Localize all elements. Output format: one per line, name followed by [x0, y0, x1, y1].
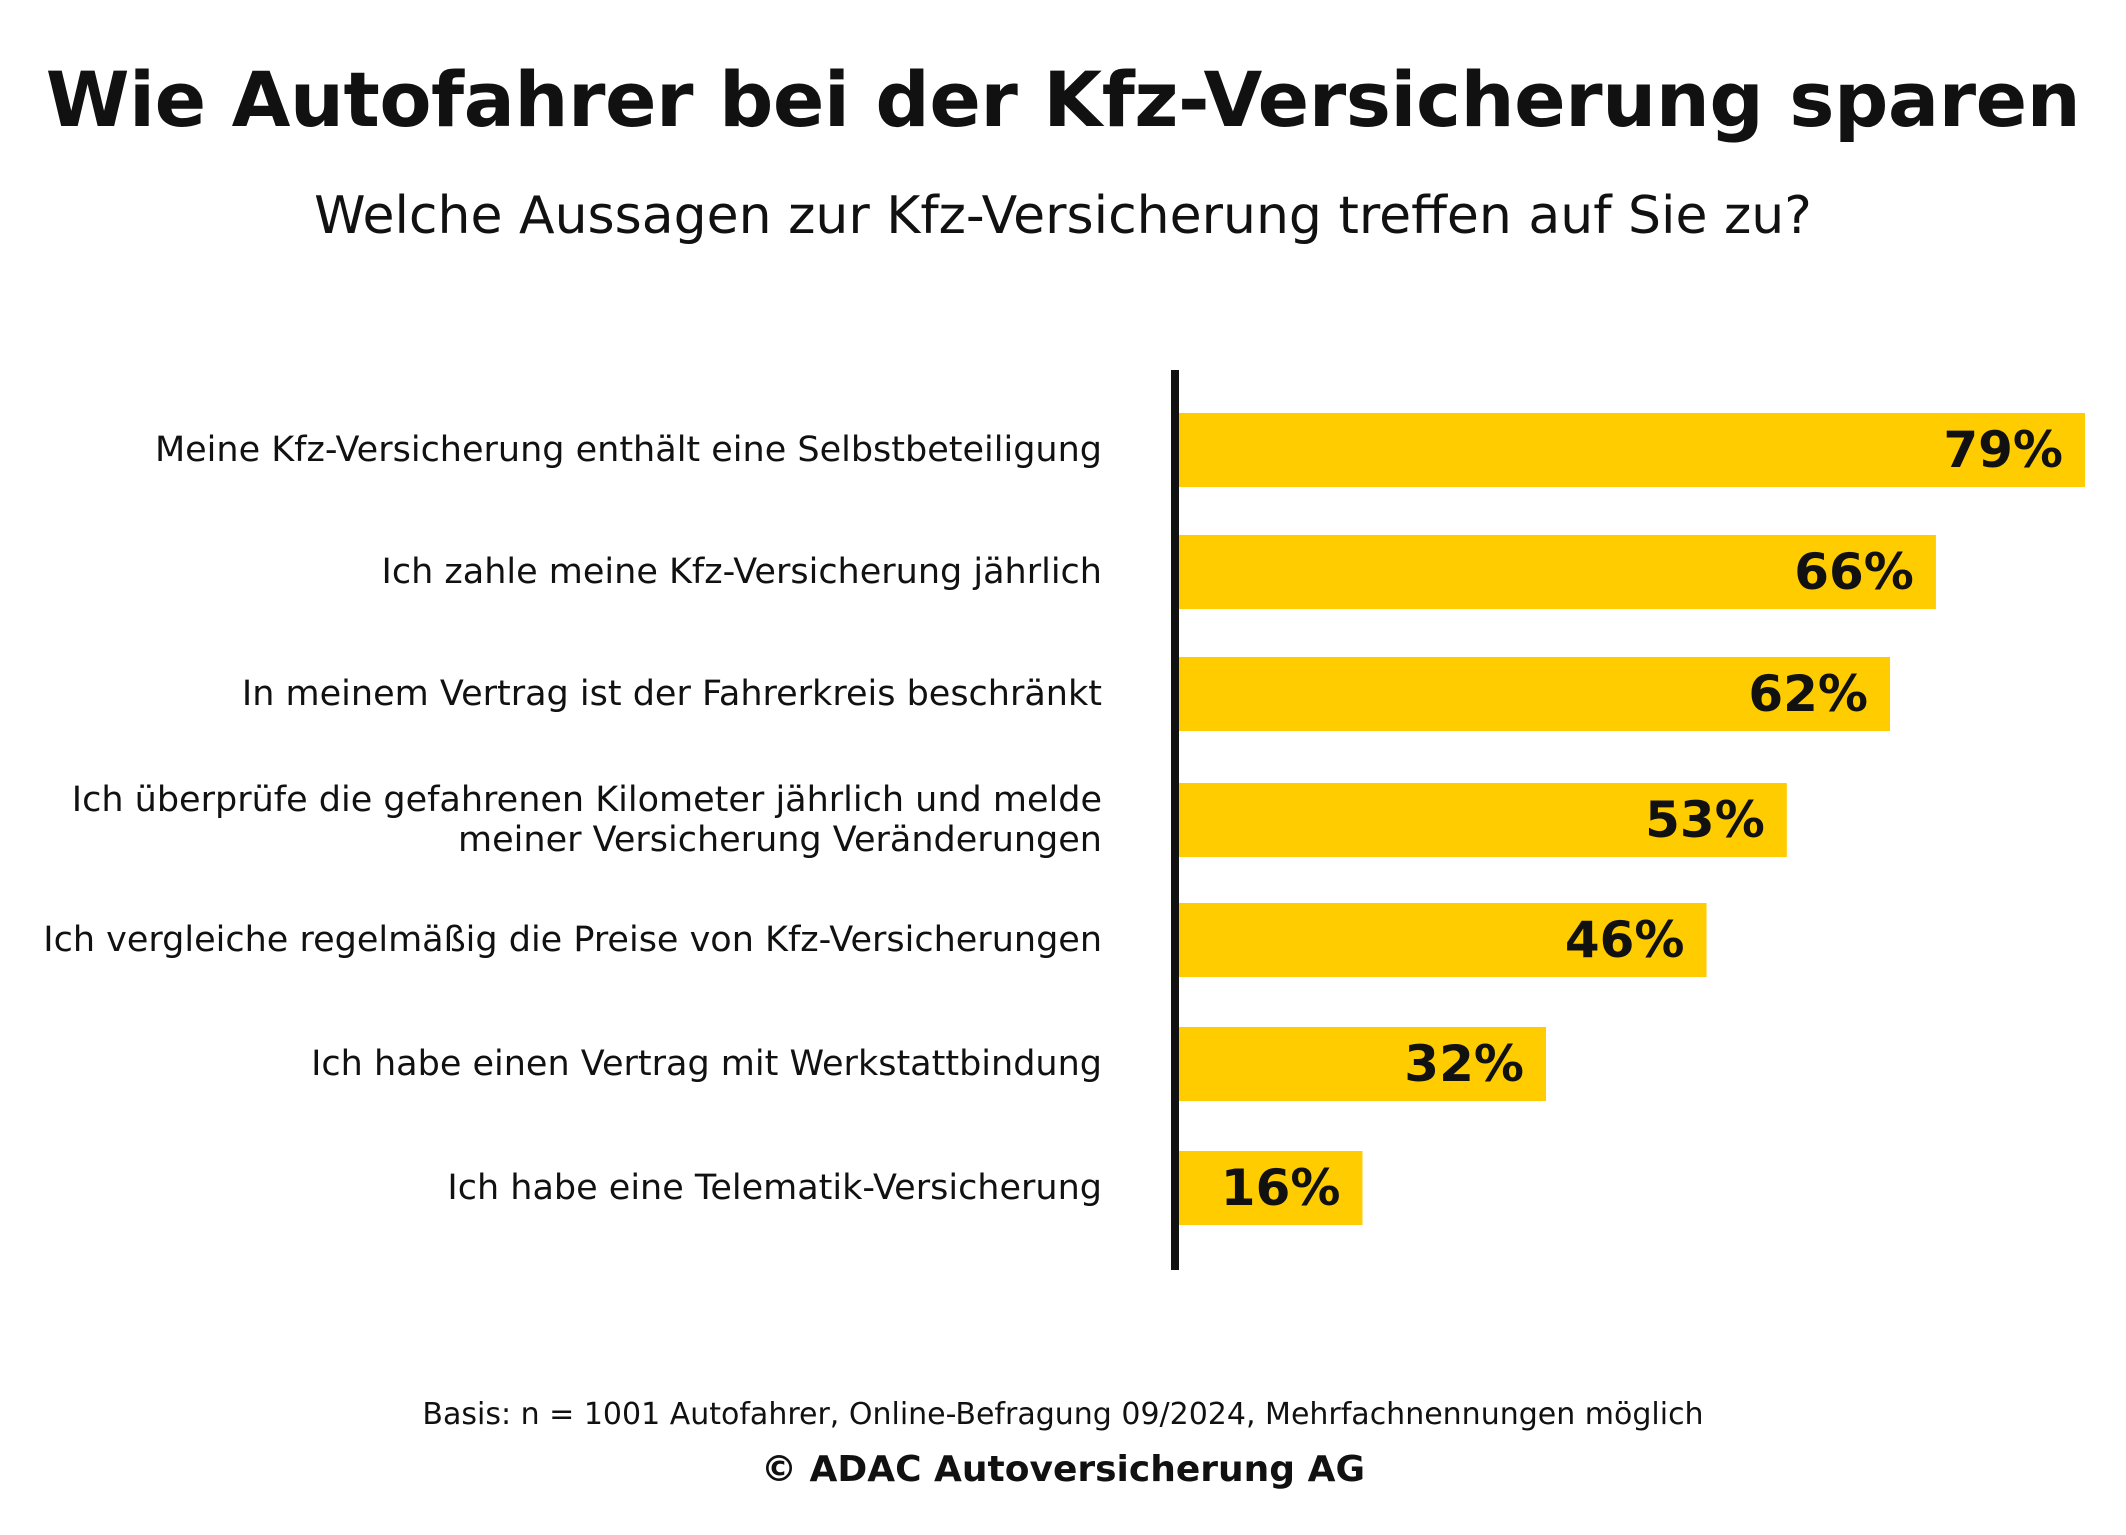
- category-label: In meinem Vertrag ist der Fahrerkreis be…: [242, 674, 1102, 714]
- bar: [1179, 413, 2085, 487]
- category-label: Ich zahle meine Kfz-Versicherung jährlic…: [382, 552, 1102, 592]
- category-label: Ich vergleiche regelmäßig die Preise von…: [43, 920, 1102, 960]
- category-label: meiner Versicherung Veränderungen: [458, 820, 1102, 860]
- chart-subtitle: Welche Aussagen zur Kfz-Versicherung tre…: [314, 186, 1812, 246]
- bar-value-label: 79%: [1943, 421, 2063, 479]
- category-label: Ich habe eine Telematik-Versicherung: [447, 1168, 1102, 1208]
- category-label: Ich habe einen Vertrag mit Werkstattbind…: [311, 1044, 1102, 1084]
- bar-value-label: 46%: [1565, 911, 1685, 969]
- bar-value-label: 66%: [1794, 543, 1914, 601]
- bar-value-label: 16%: [1221, 1159, 1341, 1217]
- bar: [1179, 1027, 1546, 1101]
- bar: [1179, 1151, 1363, 1225]
- bar-value-label: 62%: [1748, 665, 1868, 723]
- footer-basis-note: Basis: n = 1001 Autofahrer, Online-Befra…: [422, 1397, 1704, 1432]
- bar: [1179, 657, 1891, 731]
- bar-value-label: 32%: [1404, 1035, 1524, 1093]
- bar: [1179, 535, 1936, 609]
- bar: [1179, 783, 1787, 857]
- bar: [1179, 903, 1707, 977]
- chart-title: Wie Autofahrer bei der Kfz-Versicherung …: [45, 55, 2081, 144]
- category-label: Ich überprüfe die gefahrenen Kilometer j…: [72, 780, 1102, 820]
- category-label: Meine Kfz-Versicherung enthält eine Selb…: [155, 430, 1102, 470]
- bar-value-label: 53%: [1645, 791, 1765, 849]
- footer-copyright: © ADAC Autoversicherung AG: [760, 1449, 1366, 1490]
